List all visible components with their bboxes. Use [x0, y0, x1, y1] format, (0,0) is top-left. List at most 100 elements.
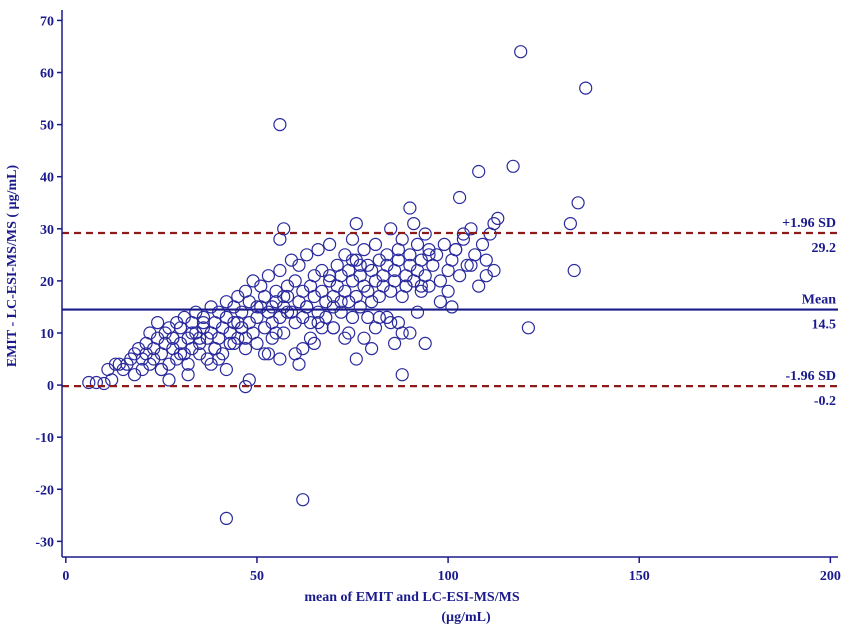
data-point [345, 232, 360, 246]
y-tick-label: 40 [40, 171, 54, 186]
data-point [368, 237, 383, 251]
data-point [273, 352, 287, 366]
data-point [521, 321, 536, 335]
data-point [345, 310, 360, 324]
x-tick-label: 50 [250, 569, 264, 584]
data-point [323, 269, 337, 283]
data-point [388, 274, 402, 288]
data-point [353, 258, 367, 272]
data-point [311, 243, 325, 257]
data-point [464, 258, 478, 272]
data-point [204, 357, 218, 371]
data-point [250, 336, 264, 350]
data-point [238, 342, 253, 356]
data-point [265, 300, 279, 314]
data-point [300, 300, 314, 314]
reference-line-name: +1.96 SD [782, 216, 836, 231]
y-tick-label: 70 [40, 14, 54, 29]
data-point [303, 331, 318, 345]
data-point [410, 237, 425, 251]
data-point [323, 237, 337, 251]
data-point [208, 342, 222, 356]
data-point [403, 326, 417, 340]
data-point [399, 279, 413, 293]
data-point [181, 368, 195, 382]
data-point [82, 375, 96, 390]
data-point [258, 347, 272, 361]
data-point [105, 373, 119, 387]
data-point [89, 375, 104, 390]
data-point [357, 243, 371, 257]
data-point [506, 159, 520, 173]
data-point [407, 217, 421, 231]
y-tick-label: 0 [47, 379, 54, 394]
data-point [365, 342, 379, 356]
data-point [196, 310, 210, 324]
data-point [238, 380, 253, 394]
data-point [403, 201, 417, 215]
data-point [196, 316, 210, 330]
reference-line-value: 14.5 [812, 318, 837, 333]
y-tick-label: -10 [35, 431, 54, 446]
y-tick-label: 60 [40, 67, 54, 82]
y-tick-label: -30 [35, 535, 54, 550]
data-point [361, 310, 375, 324]
axes: -30 -20 -10 0 10 20 30 40 50 60 70 0 50 100 150 200 [35, 10, 841, 584]
data-point [472, 279, 486, 293]
data-point [261, 269, 275, 283]
data-point [410, 305, 425, 319]
data-point [258, 289, 272, 304]
x-axis-label: mean of EMIT and LC-ESI-MS/MS [304, 590, 519, 605]
data-point [456, 227, 470, 241]
data-point [280, 305, 295, 319]
data-point [292, 258, 306, 272]
data-point [334, 305, 348, 319]
data-point [388, 336, 402, 350]
data-point [445, 300, 459, 314]
data-points [82, 45, 593, 526]
x-tick-label: 100 [438, 569, 459, 584]
data-point [227, 336, 241, 350]
data-point [162, 373, 176, 387]
data-point [384, 222, 398, 236]
y-tick-label: 20 [40, 275, 54, 290]
data-point [261, 347, 275, 361]
data-point [151, 316, 165, 330]
y-axis-label: EMIT - LC-ESI-MS/MS ( µg/mL) [5, 165, 20, 368]
data-point [315, 321, 329, 335]
data-point [433, 295, 447, 309]
data-point [422, 279, 436, 293]
data-point [441, 284, 455, 298]
data-point [460, 258, 474, 272]
data-point [437, 237, 451, 251]
data-point [579, 81, 593, 95]
data-point [418, 336, 432, 350]
data-point [422, 248, 436, 262]
y-tick-label: 10 [40, 327, 54, 342]
x-tick-label: 200 [820, 569, 841, 584]
data-point [453, 269, 467, 283]
data-point [296, 493, 310, 507]
data-point [456, 232, 470, 246]
data-point [380, 310, 394, 324]
data-point [296, 342, 310, 356]
data-point [185, 326, 199, 340]
data-point [280, 289, 295, 304]
data-point [219, 511, 233, 526]
data-point [395, 368, 409, 382]
data-point [334, 295, 348, 309]
data-point [418, 227, 432, 241]
reference-lines: +1.96 SD 29.2 Mean 14.5 -1.96 SD -0.2 [62, 216, 838, 409]
data-point [514, 45, 528, 59]
data-point [269, 326, 283, 340]
reference-line-name: -1.96 SD [785, 369, 836, 384]
data-point [395, 232, 409, 246]
reference-line-value: 29.2 [812, 241, 837, 256]
data-point [433, 274, 447, 288]
data-point [303, 316, 318, 330]
data-point [273, 263, 287, 278]
data-point [273, 117, 287, 132]
data-point [277, 222, 291, 236]
data-point [475, 237, 490, 251]
data-point [238, 331, 253, 345]
